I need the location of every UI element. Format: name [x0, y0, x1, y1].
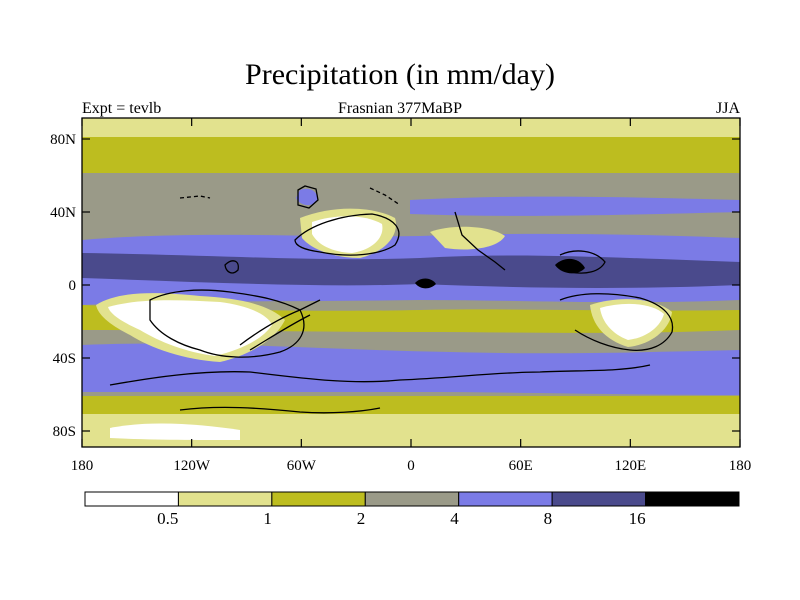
band-north-olive: [82, 137, 740, 173]
lat-tick-label: 0: [69, 278, 77, 294]
coast-arcs: [239, 299, 321, 351]
lon-tick-label: 120E: [614, 458, 646, 474]
colorbar-swatch: [84, 491, 179, 507]
lat-tick-label: 80N: [50, 132, 76, 148]
dry-patch-central: [430, 226, 505, 250]
colorbar-swatch: [458, 491, 553, 507]
coast-small-island: [224, 260, 239, 274]
wet-patch-north: [296, 188, 318, 206]
lon-tick-label: 0: [407, 458, 415, 474]
colorbar: 0.5 1 2 4 8 16: [84, 491, 740, 528]
coast-east: [559, 293, 674, 351]
period-label: Frasnian 377MaBP: [338, 100, 462, 117]
colorbar-swatch: [271, 491, 366, 507]
coast-laurussia: [294, 213, 400, 256]
coast-gondwana-north: [109, 364, 651, 386]
wet-patch-asia: [555, 258, 585, 274]
colorbar-level-label: 4: [450, 509, 459, 528]
coast-gondwana-south: [179, 406, 381, 414]
coast-southwest: [149, 289, 305, 358]
band-north-wet: [410, 196, 740, 216]
longitude-axis: 180 120W 60W 0 60E 120E 180: [71, 118, 752, 474]
coast-asia-block: [559, 250, 606, 274]
lat-tick-label: 80S: [53, 424, 76, 440]
lon-tick-label: 60E: [509, 458, 533, 474]
colorbar-swatch: [645, 491, 740, 507]
dry-patch-southwest: [108, 300, 272, 356]
colorbar-level-label: 8: [544, 509, 553, 528]
coast-north-dashed: [179, 187, 401, 206]
lon-tick-label: 120W: [173, 458, 211, 474]
coastlines: [109, 185, 674, 414]
lat-tick-label: 40S: [53, 351, 76, 367]
season-label: JJA: [715, 100, 740, 117]
band-north-pale: [82, 118, 740, 138]
colorbar-swatch: [364, 491, 460, 507]
lat-tick-label: 40N: [50, 205, 76, 221]
wet-patch-central: [415, 278, 436, 289]
coast-north-island: [297, 185, 319, 209]
colorbar-level-label: 2: [357, 509, 366, 528]
colorbar-level-label: 0.5: [157, 509, 178, 528]
colorbar-swatch: [177, 491, 273, 507]
experiment-label: Expt = tevlb: [82, 100, 162, 117]
dry-patch-north: [312, 216, 383, 253]
band-south-olive: [82, 396, 740, 414]
coast-central-arc: [454, 211, 506, 271]
dry-patch-south: [110, 423, 240, 440]
lon-tick-label: 180: [729, 458, 752, 474]
map-field: [82, 118, 740, 447]
page-title: Precipitation (in mm/day): [245, 58, 555, 91]
colorbar-level-label: 16: [629, 509, 646, 528]
lon-tick-label: 180: [71, 458, 94, 474]
colorbar-level-label: 1: [263, 509, 272, 528]
dry-patch-east: [600, 303, 664, 340]
lon-tick-label: 60W: [287, 458, 317, 474]
colorbar-swatch: [551, 491, 647, 507]
latitude-axis: 80N 40N 0 40S 80S: [50, 132, 740, 440]
